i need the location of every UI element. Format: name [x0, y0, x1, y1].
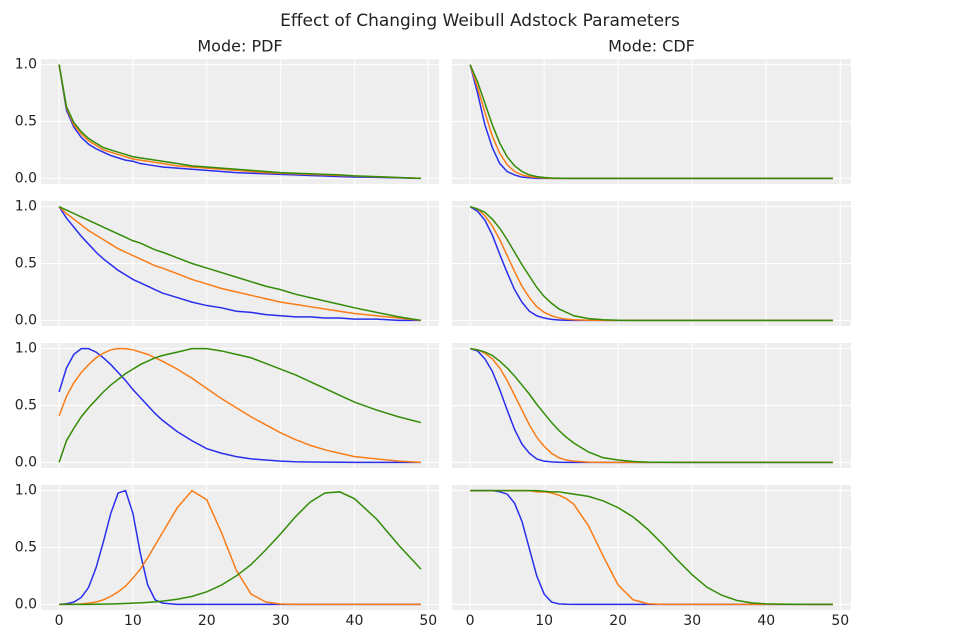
y-tick-label: 0.0 [15, 170, 37, 186]
series-line [58, 205, 422, 322]
x-tick-label: 10 [124, 613, 142, 629]
x-tick-label: 0 [466, 613, 475, 629]
y-tick-label: 0.5 [15, 540, 37, 556]
series-line [470, 347, 833, 464]
x-tick-label: 20 [198, 613, 216, 629]
x-tick-label: 0 [55, 613, 64, 629]
series-line [58, 347, 421, 464]
x-tick-label: 20 [609, 613, 627, 629]
series-line [59, 489, 421, 606]
subplot-title: Mode: CDF [608, 37, 695, 56]
series-line [59, 491, 422, 606]
series-line [58, 64, 421, 180]
series-line [469, 64, 833, 180]
y-tick-label: 0.5 [15, 256, 37, 272]
y-tick-label: 0.5 [15, 114, 37, 130]
series-line [469, 205, 833, 322]
series-line [58, 206, 421, 322]
series-line [58, 206, 421, 322]
x-tick-label: 30 [683, 613, 701, 629]
series-line [58, 347, 422, 463]
figure-title: Effect of Changing Weibull Adstock Param… [280, 11, 680, 31]
series-line [58, 347, 421, 464]
y-tick-label: 1.0 [15, 57, 37, 73]
y-tick-label: 0.0 [15, 312, 37, 328]
y-tick-label: 1.0 [15, 199, 37, 215]
series-line [58, 64, 421, 180]
x-tick-label: 50 [831, 613, 849, 629]
y-tick-label: 0.0 [15, 596, 37, 612]
y-tick-label: 0.5 [15, 398, 37, 414]
x-tick-label: 10 [535, 613, 553, 629]
series-line [470, 489, 833, 606]
x-tick-label: 30 [272, 613, 290, 629]
y-tick-label: 1.0 [15, 483, 37, 499]
y-tick-label: 1.0 [15, 341, 37, 357]
x-tick-label: 40 [346, 613, 364, 629]
y-tick-label: 0.0 [15, 454, 37, 470]
subplot-title: Mode: PDF [197, 37, 282, 56]
x-tick-label: 50 [419, 613, 437, 629]
x-tick-label: 40 [757, 613, 775, 629]
